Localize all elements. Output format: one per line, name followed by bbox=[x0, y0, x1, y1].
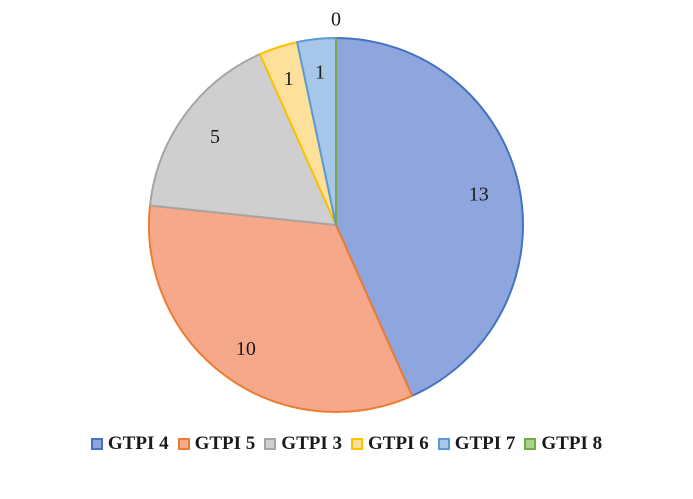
legend-label: GTPI 7 bbox=[454, 433, 516, 454]
legend-label: GTPI 3 bbox=[281, 433, 342, 454]
legend-swatch bbox=[90, 438, 103, 450]
legend-item-gtpi-5: GTPI 5 bbox=[177, 433, 256, 455]
slice-gtpi-5 bbox=[148, 204, 414, 413]
legend-swatch bbox=[351, 438, 363, 450]
legend-item-gtpi-3: GTPI 3 bbox=[264, 433, 342, 455]
legend-label: GTPI 4 bbox=[107, 433, 169, 454]
data-label-gtpi-6: 1 bbox=[284, 68, 294, 90]
pie-slices bbox=[148, 37, 524, 413]
data-label-gtpi-5: 10 bbox=[236, 338, 256, 360]
legend-swatch bbox=[177, 438, 190, 450]
slice-gtpi-4 bbox=[335, 37, 524, 397]
legend-label: GTPI 5 bbox=[194, 433, 256, 454]
legend-swatch bbox=[437, 438, 450, 450]
legend-item-gtpi-7: GTPI 7 bbox=[437, 433, 516, 455]
data-label-gtpi-3: 5 bbox=[210, 126, 220, 148]
slice-gtpi-3 bbox=[149, 53, 337, 226]
legend-item-gtpi-6: GTPI 6 bbox=[351, 433, 429, 455]
data-label-gtpi-7: 1 bbox=[315, 62, 325, 84]
data-label-gtpi-4: 13 bbox=[469, 184, 489, 206]
data-label-gtpi-8: 0 bbox=[331, 8, 341, 30]
legend-swatch bbox=[264, 438, 277, 450]
legend-label: GTPI 8 bbox=[541, 433, 603, 454]
legend-item-gtpi-4: GTPI 4 bbox=[90, 433, 169, 455]
legend-swatch bbox=[524, 438, 537, 450]
legend-item-gtpi-8: GTPI 8 bbox=[524, 433, 602, 455]
legend: GTPI 4 GTPI 5 GTPI 3 GTPI 6 GTPI 7 GTPI 8 bbox=[0, 433, 693, 455]
legend-label: GTPI 6 bbox=[368, 433, 429, 454]
